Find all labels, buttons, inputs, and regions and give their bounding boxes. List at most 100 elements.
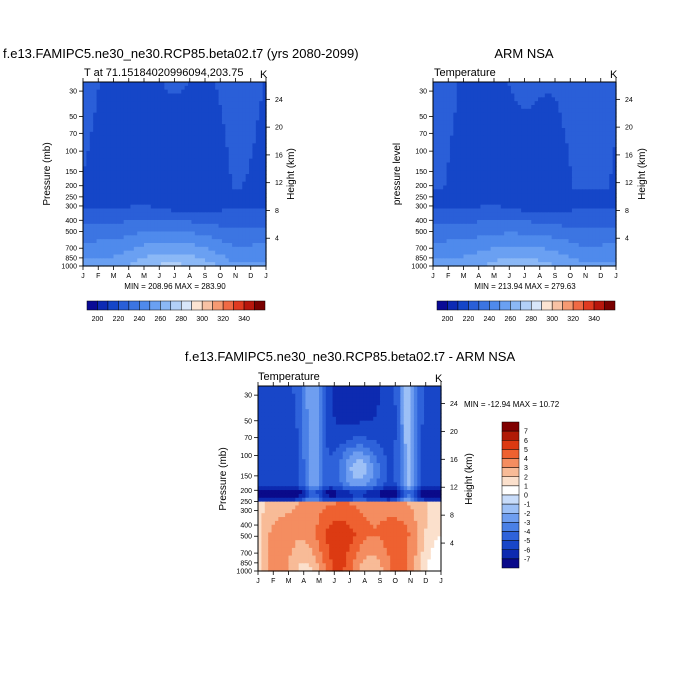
- panel2-field-cell: [558, 108, 563, 114]
- panel1-field-cell: [208, 85, 213, 91]
- panel2-field-cell: [514, 135, 519, 141]
- panel1-field-cell: [181, 108, 186, 114]
- panel1-field-cell: [130, 85, 135, 91]
- panel1-field-cell: [201, 239, 206, 244]
- panel2-field-cell: [433, 116, 437, 121]
- panel2-field-cell: [490, 85, 495, 91]
- panel1-field-cell: [144, 177, 148, 183]
- panel2-field-cell: [612, 112, 617, 118]
- panel1-field-cell: [215, 262, 220, 267]
- panel2-field-cell: [487, 162, 492, 167]
- panel1-field-cell: [167, 108, 172, 114]
- panel2-field-cell: [514, 143, 519, 148]
- panel1-field-cell: [198, 154, 203, 160]
- panel1-field-cell: [150, 254, 155, 259]
- panel1-field-cell: [130, 108, 135, 114]
- panel1-field-cell: [83, 112, 87, 118]
- panel1-field-cell: [110, 227, 115, 233]
- panel2-field-cell: [500, 185, 505, 190]
- panel2-field-cell: [609, 93, 614, 98]
- panel1-field-cell: [188, 208, 193, 213]
- panel1-field-cell: [144, 220, 148, 225]
- panel1-field-cell: [140, 208, 145, 213]
- panel1-field-cell: [150, 139, 155, 144]
- panel1-field-cell: [83, 254, 87, 259]
- panel2-field-cell: [612, 204, 617, 210]
- panel2-field-cell: [480, 216, 485, 221]
- panel2-field-cell: [433, 93, 437, 98]
- panel2-field-cell: [558, 112, 563, 118]
- panel2-field-cell: [460, 227, 465, 233]
- panel2-field-cell: [602, 166, 607, 171]
- panel1-field-cell: [221, 220, 226, 225]
- panel1-field-cell: [235, 139, 240, 144]
- panel1-field-cell: [252, 105, 257, 110]
- panel2-field-cell: [463, 223, 468, 229]
- panel2-field-cell: [599, 128, 604, 133]
- panel1-field-cell: [157, 189, 162, 194]
- panel2-field-cell: [612, 220, 617, 225]
- panel2-field-cell: [477, 212, 482, 217]
- panel2-field-cell: [497, 151, 502, 156]
- panel2-field-cell: [456, 82, 461, 87]
- panel1-field-cell: [133, 120, 138, 125]
- panel1-field-cell: [262, 112, 267, 118]
- panel1-field-cell: [154, 220, 159, 225]
- panel1-field-cell: [184, 216, 189, 221]
- panel2-field-cell: [592, 231, 597, 236]
- panel2-field-cell: [565, 216, 570, 221]
- panel2-field-cell: [494, 151, 498, 156]
- panel2-field-cell: [548, 128, 553, 133]
- panel1-field-cell: [221, 151, 226, 156]
- panel2-field-cell: [602, 162, 607, 167]
- panel2-field-cell: [605, 208, 610, 213]
- panel1-field-cell: [198, 174, 203, 179]
- panel1-field-cell: [242, 235, 247, 240]
- panel1-field-cell: [110, 235, 115, 240]
- panel1-field-cell: [96, 200, 101, 206]
- panel2-field-cell: [473, 185, 478, 190]
- panel2-field-cell: [517, 235, 522, 240]
- panel1-field-cell: [167, 181, 172, 187]
- panel1-field-cell: [208, 212, 213, 217]
- panel2-field-cell: [436, 208, 441, 213]
- panel1-field-cell: [167, 174, 172, 179]
- panel2-field-cell: [500, 131, 505, 137]
- panel1-field-cell: [86, 231, 91, 236]
- panel2-field-cell: [456, 112, 461, 118]
- panel1-field-cell: [120, 239, 125, 244]
- panel2-field-cell: [558, 124, 563, 129]
- panel1-field-cell: [228, 246, 233, 252]
- panel1-field-cell: [140, 120, 145, 125]
- panel1-field-cell: [177, 97, 182, 102]
- panel2-field-cell: [527, 154, 532, 160]
- panel2-field-cell: [578, 227, 583, 233]
- panel2-field-cell: [527, 231, 532, 236]
- panel1-field-cell: [120, 147, 125, 152]
- panel2-field-cell: [494, 166, 498, 171]
- panel1-field-cell: [262, 174, 267, 179]
- panel2-field-cell: [453, 220, 458, 225]
- panel1-field-cell: [120, 200, 125, 206]
- panel2-field-cell: [548, 216, 553, 221]
- panel2-field-cell: [544, 116, 549, 121]
- panel1-field-cell: [208, 227, 213, 233]
- panel1-field-cell: [140, 116, 145, 121]
- panel1-field-cell: [89, 89, 94, 95]
- panel1-field-cell: [83, 143, 87, 148]
- panel2-field-cell: [558, 189, 563, 194]
- panel2-field-cell: [470, 216, 475, 221]
- panel2-field-cell: [534, 200, 539, 206]
- panel1-field-cell: [147, 154, 152, 160]
- panel2-field-cell: [548, 231, 553, 236]
- panel1-field-cell: [154, 151, 159, 156]
- panel2-field-cell: [470, 89, 475, 95]
- panel1-field-cell: [252, 231, 257, 236]
- panel2-field-cell: [578, 97, 583, 102]
- panel1-field-cell: [116, 227, 121, 233]
- panel2-field-cell: [612, 174, 617, 179]
- panel1-field-cell: [215, 166, 220, 171]
- panel2-field-cell: [436, 239, 441, 244]
- panel1-field-cell: [249, 185, 254, 190]
- panel2-field-cell: [531, 177, 536, 183]
